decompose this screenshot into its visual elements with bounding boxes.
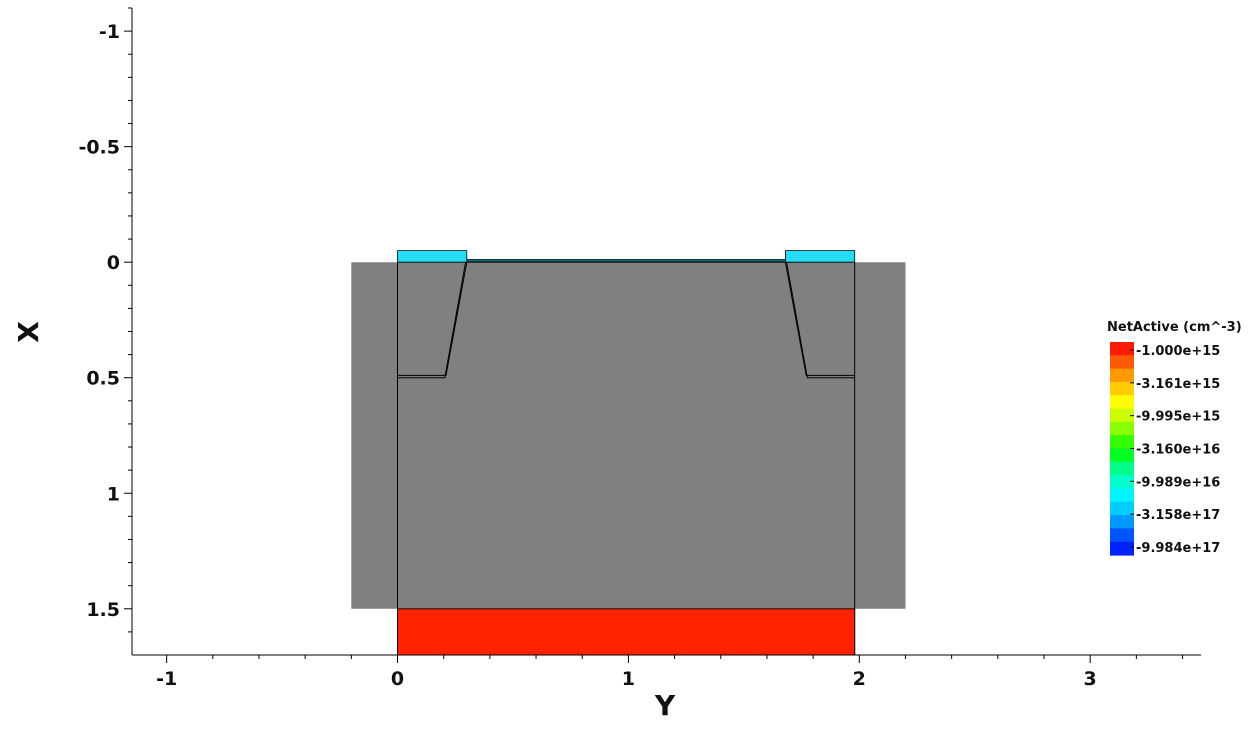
colorbar-swatch: [1110, 408, 1134, 423]
x-tick-label: -1: [156, 668, 177, 690]
colorbar-swatch: [1110, 501, 1134, 516]
y-axis-title: X: [12, 321, 45, 343]
ticks-layer: -1 0 1 2 3 -1 -0.5 0 0.5 1 1.5: [78, 7, 1184, 690]
colorbar-swatch: [1110, 368, 1134, 383]
colorbar-title: NetActive (cm^-3): [1107, 320, 1242, 335]
colorbar-swatch: [1110, 342, 1134, 356]
colorbar-swatch: [1110, 461, 1134, 476]
colorbar-swatch: [1110, 435, 1134, 450]
colorbar-label: -3.161e+15: [1136, 377, 1220, 392]
right-contact-region: [785, 250, 856, 263]
y-tick-label: 0.5: [86, 368, 120, 390]
colorbar-swatch: [1110, 541, 1134, 556]
x-tick-label: 3: [1084, 668, 1097, 690]
left-junction: [397, 262, 468, 376]
outer-region: [351, 262, 906, 609]
colorbar-swatch: [1110, 381, 1134, 396]
colorbar: NetActive (cm^-3) -1.000e+15 -3.161e+15 -9…: [1107, 320, 1242, 556]
colorbar-swatch: [1110, 515, 1134, 529]
left-contact-region: [397, 250, 468, 263]
regions-layer: [351, 250, 906, 656]
colorbar-label: -9.995e+15: [1136, 410, 1220, 425]
y-tick-label: 0: [107, 252, 120, 274]
colorbar-label: -1.000e+15: [1136, 344, 1220, 359]
x-tick-label: 0: [391, 668, 404, 690]
y-tick-label: -1: [99, 21, 120, 43]
colorbar-label: -3.158e+17: [1136, 508, 1220, 523]
colorbar-labels: -1.000e+15 -3.161e+15 -9.995e+15 -3.160e+16…: [1130, 344, 1220, 556]
colorbar-swatch: [1110, 528, 1134, 543]
colorbar-swatch: [1110, 421, 1134, 436]
x-axis-title: Y: [654, 689, 676, 722]
colorbar-swatch: [1110, 475, 1134, 490]
left-junction: [397, 262, 467, 379]
colorbar-swatch: [1110, 355, 1134, 370]
x-tick-label: 2: [853, 668, 866, 690]
right-junction: [786, 262, 855, 379]
colorbar-swatches: [1110, 342, 1134, 556]
right-junction: [784, 262, 855, 376]
colorbar-swatch: [1110, 488, 1134, 503]
x-tick-label: 1: [622, 668, 635, 690]
y-tick-label: 1.5: [86, 599, 120, 621]
y-tick-label: 1: [107, 483, 120, 505]
colorbar-label: -9.984e+17: [1136, 541, 1220, 556]
y-tick-label: -0.5: [78, 137, 120, 159]
colorbar-label: -3.160e+16: [1136, 443, 1220, 458]
colorbar-label: -9.989e+16: [1136, 475, 1220, 490]
colorbar-swatch: [1110, 448, 1134, 463]
substrate-doped-region: [397, 608, 856, 656]
outlines-layer: [397, 260, 856, 655]
colorbar-swatch: [1110, 395, 1134, 410]
